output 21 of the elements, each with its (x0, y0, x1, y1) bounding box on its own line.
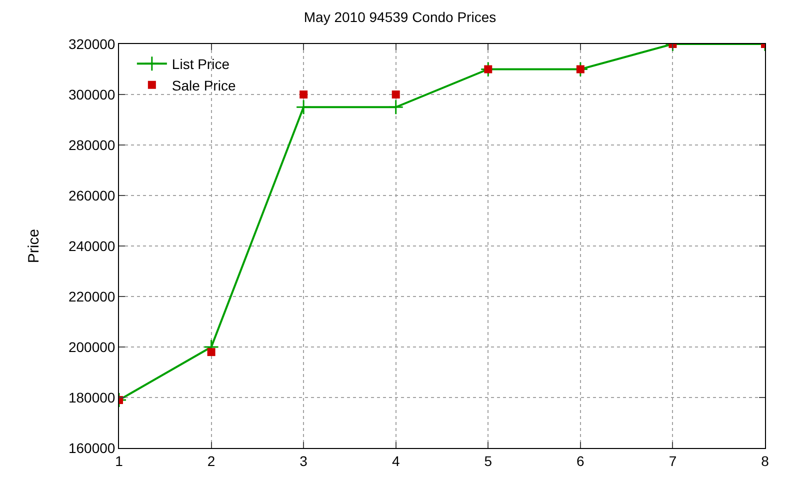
x-tick-label: 5 (484, 452, 492, 469)
x-tick-label: 4 (392, 452, 400, 469)
y-tick-label: 200000 (68, 338, 116, 355)
x-tick-label: 8 (761, 452, 770, 469)
y-tick-label: 280000 (68, 136, 116, 153)
y-tick-label: 180000 (68, 389, 116, 406)
x-tick-label: 3 (300, 452, 308, 469)
legend-label: List Price (172, 56, 230, 72)
x-tick-label: 6 (576, 452, 585, 469)
y-tick-label: 300000 (68, 86, 116, 102)
y-tick-label: 160000 (68, 440, 116, 456)
legend-label: Sale Price (172, 77, 236, 94)
y-tick-label: 260000 (68, 187, 116, 204)
chart-title: May 2010 94539 Condo Prices (304, 8, 496, 25)
x-tick-label: 1 (115, 452, 124, 469)
x-tick-label: 7 (668, 452, 677, 469)
y-tick-label: 240000 (68, 238, 116, 254)
y-tick-label: 320000 (68, 36, 116, 52)
y-tick-label: 220000 (68, 288, 116, 304)
x-tick-label: 2 (207, 452, 216, 469)
y-axis-title: Price (26, 228, 43, 264)
